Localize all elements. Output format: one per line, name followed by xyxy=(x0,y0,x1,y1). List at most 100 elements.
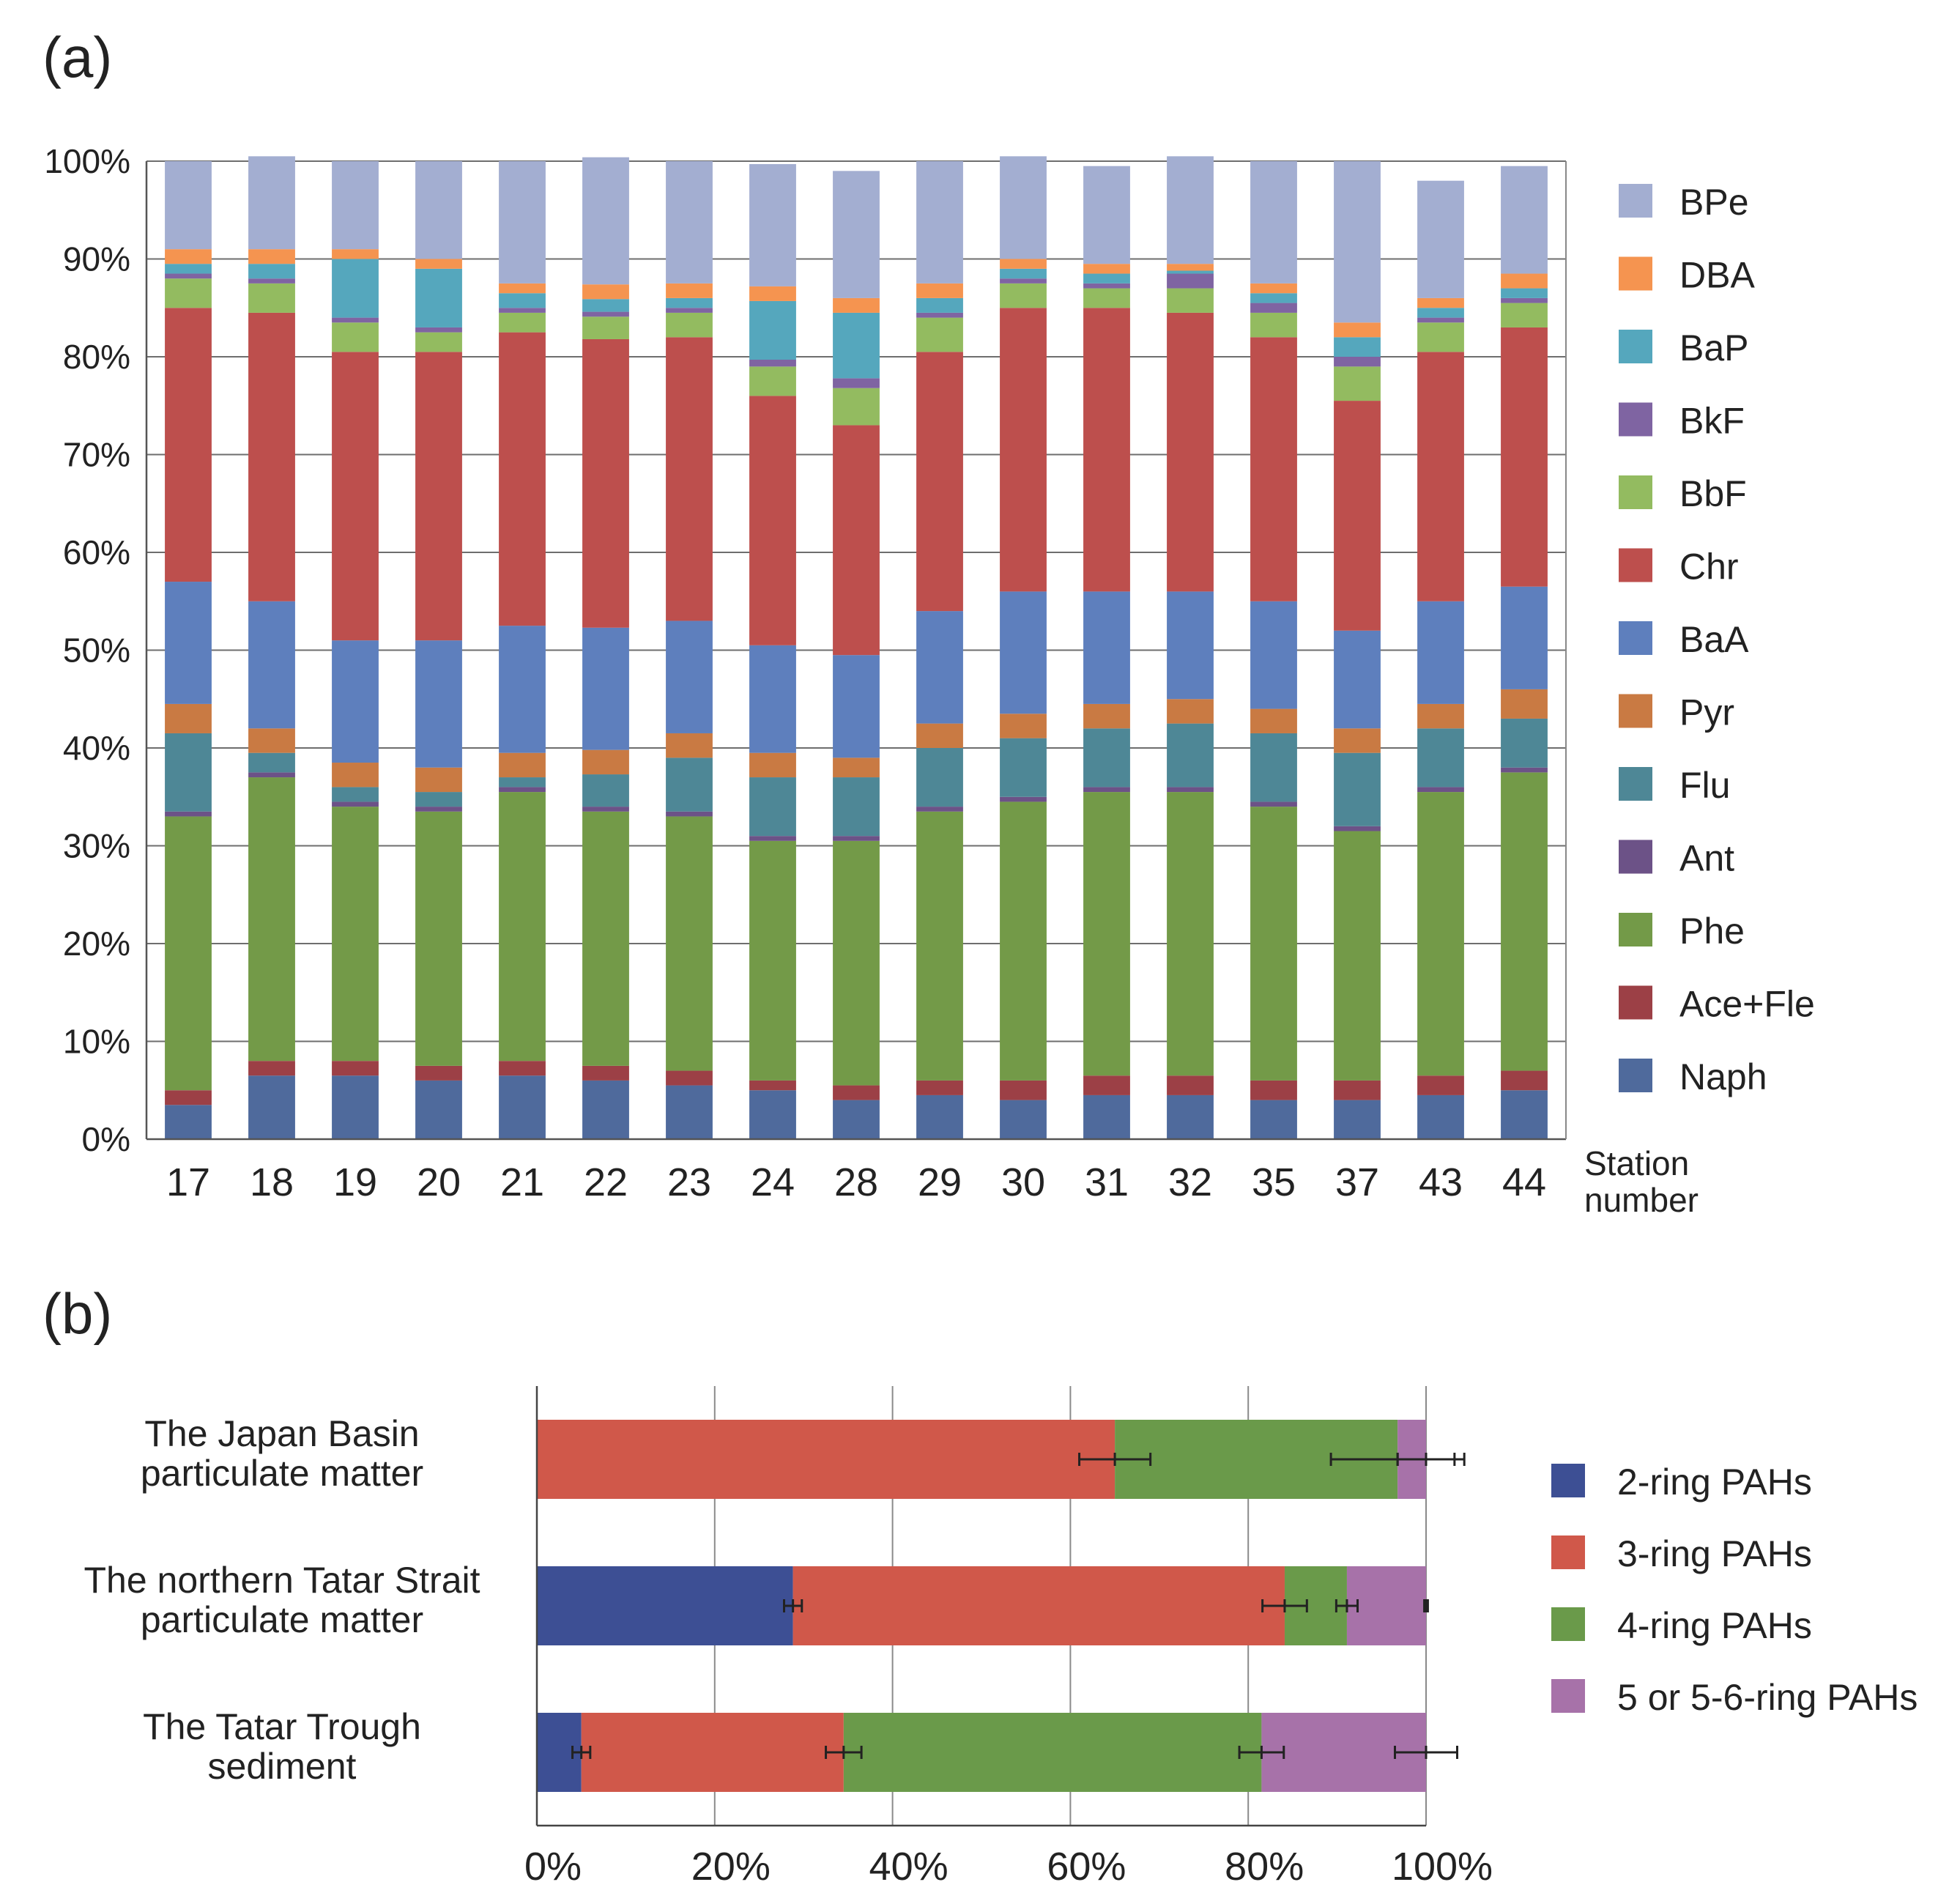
bar-24-phe xyxy=(749,840,796,1081)
panel-a-axes xyxy=(145,161,1567,1141)
legend-swatch xyxy=(1619,694,1652,728)
legend-label: Ant xyxy=(1679,838,1734,879)
legend-item-bbf: BbF xyxy=(1619,473,1747,514)
bar-44-pyr xyxy=(1501,689,1548,719)
legend-item-3-ring-pahs: 3-ring PAHs xyxy=(1551,1533,1812,1574)
bar-17-naph xyxy=(165,1105,212,1139)
bar-20-flu xyxy=(415,792,462,807)
x-tick-label: 29 xyxy=(918,1160,962,1204)
bar-22-pyr xyxy=(582,749,629,775)
bar-29-baa xyxy=(916,611,963,724)
x-tick-label: 37 xyxy=(1335,1160,1379,1204)
bar-20-bpe xyxy=(415,161,462,259)
x-tick-label: 43 xyxy=(1419,1160,1463,1204)
bar-37-naph xyxy=(1334,1100,1381,1139)
bar-17-baa xyxy=(165,582,212,704)
y-tick-label: 0% xyxy=(82,1120,130,1158)
legend-swatch xyxy=(1619,913,1652,946)
category-label-line1: The northern Tatar Strait xyxy=(83,1560,480,1601)
bar-22-dba xyxy=(582,284,629,300)
bar-19-dba xyxy=(332,249,379,259)
bar-23-bap xyxy=(666,297,713,308)
x-tick-label: 100% xyxy=(1392,1845,1493,1889)
bar-43-bap xyxy=(1417,308,1464,318)
panel-a-x-title-line2: number xyxy=(1584,1181,1699,1219)
bar-21-bkf xyxy=(499,308,546,313)
bar-24-bbf xyxy=(749,366,796,396)
bar-29-flu xyxy=(916,748,963,807)
bar-31-bbf xyxy=(1083,288,1130,308)
legend-item-2-ring-pahs: 2-ring PAHs xyxy=(1551,1462,1812,1503)
bar-37-bpe xyxy=(1334,161,1381,323)
legend-item-chr: Chr xyxy=(1619,547,1739,588)
bar-43-ant xyxy=(1417,787,1464,793)
bar-35-pyr xyxy=(1250,708,1297,733)
legend-swatch xyxy=(1619,330,1652,363)
bar-35-baa xyxy=(1250,601,1297,709)
bar-20-ant xyxy=(415,807,462,812)
bar-22-baa xyxy=(582,627,629,750)
bar-37-dba xyxy=(1334,322,1381,338)
legend-item-bkf: BkF xyxy=(1619,401,1745,442)
legend-item-bpe: BPe xyxy=(1619,182,1749,223)
bar-18-pyr xyxy=(248,728,295,753)
x-tick-label: 22 xyxy=(584,1160,628,1204)
bar-24-bkf xyxy=(749,360,796,367)
bar-30-bpe xyxy=(1000,156,1047,259)
bar-29-naph xyxy=(916,1094,963,1139)
y-tick-label: 80% xyxy=(63,338,130,376)
bar-30-ant xyxy=(1000,796,1047,802)
x-tick-label: 18 xyxy=(250,1160,294,1204)
bar-18-bkf xyxy=(248,278,295,284)
bar-21-dba xyxy=(499,283,546,294)
bar-44-phe xyxy=(1501,772,1548,1071)
bar-43-bpe xyxy=(1417,180,1464,298)
bar-28-naph xyxy=(833,1100,880,1139)
bar-23-dba xyxy=(666,283,713,298)
bar-22-chr xyxy=(582,338,629,628)
bar-24-pyr xyxy=(749,752,796,778)
bar-22-naph xyxy=(582,1080,629,1139)
bar-44-bbf xyxy=(1501,303,1548,327)
y-tick-label: 60% xyxy=(63,533,130,571)
bar-23-baa xyxy=(666,620,713,733)
legend-label: Chr xyxy=(1679,547,1739,588)
x-tick-label: 20% xyxy=(691,1845,771,1889)
bar-22-ant xyxy=(582,807,629,812)
bar-23-ant xyxy=(666,811,713,817)
category-label-line2: particulate matter xyxy=(141,1453,423,1494)
legend-label: BaA xyxy=(1679,619,1749,660)
bar-the-northern-tatar-strait-2-ring-pahs xyxy=(537,1566,793,1645)
bar-17-pyr xyxy=(165,703,212,733)
bar-30-ace-fle xyxy=(1000,1080,1047,1100)
panel-a-legend: BPe DBA BaP BkF BbF Chr BaA Pyr Flu Ant Phe Ace+Fle… xyxy=(1619,182,1815,1097)
bar-20-bap xyxy=(415,268,462,327)
x-tick-label: 44 xyxy=(1502,1160,1546,1204)
legend-swatch xyxy=(1551,1535,1585,1569)
bar-19-ace-fle xyxy=(332,1061,379,1076)
bar-28-bap xyxy=(833,312,880,379)
bar-43-pyr xyxy=(1417,703,1464,729)
bar-32-phe xyxy=(1167,792,1214,1076)
x-tick-label: 40% xyxy=(869,1845,949,1889)
bar-21-flu xyxy=(499,777,546,788)
y-tick-label: 20% xyxy=(63,925,130,963)
bar-21-ant xyxy=(499,787,546,793)
bar-23-bbf xyxy=(666,312,713,338)
bar-28-baa xyxy=(833,655,880,758)
legend-swatch xyxy=(1619,475,1652,509)
bar-32-naph xyxy=(1167,1094,1214,1139)
bar-23-phe xyxy=(666,816,713,1071)
bar-35-chr xyxy=(1250,337,1297,601)
legend-swatch xyxy=(1551,1679,1585,1713)
bar-29-bpe xyxy=(916,161,963,284)
legend-swatch xyxy=(1619,621,1652,655)
bar-28-chr xyxy=(833,425,880,656)
bar-32-chr xyxy=(1167,312,1214,592)
bar-19-flu xyxy=(332,787,379,802)
bar-30-chr xyxy=(1000,308,1047,592)
bar-29-pyr xyxy=(916,723,963,748)
bar-21-ace-fle xyxy=(499,1061,546,1076)
